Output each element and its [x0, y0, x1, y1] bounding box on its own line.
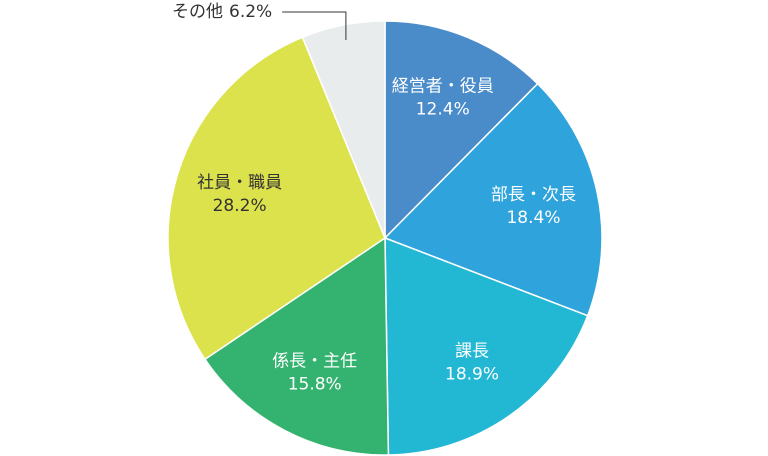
slice-label: 課長	[455, 341, 489, 361]
pie-slice	[383, 82, 603, 317]
pie-slice	[384, 20, 539, 240]
slice-label: 係長・主任	[272, 352, 357, 372]
value-label: 15.8%	[288, 375, 342, 395]
pie-slice	[301, 20, 386, 239]
value-label: 6.2%	[229, 2, 272, 22]
slice-label: 部長・次長	[491, 185, 576, 205]
pie-slice	[203, 236, 390, 456]
value-label: 18.9%	[445, 364, 499, 384]
value-label: 28.2%	[213, 196, 267, 216]
value-label: 18.4%	[506, 208, 560, 228]
pie-slice	[384, 236, 589, 456]
pie-slice	[167, 36, 386, 361]
leader-line	[282, 11, 347, 41]
slice-label: 経営者・役員	[392, 77, 494, 97]
value-label: 12.4%	[416, 100, 470, 120]
slice-label: その他	[172, 2, 223, 22]
slice-label: 社員・職員	[197, 173, 282, 193]
